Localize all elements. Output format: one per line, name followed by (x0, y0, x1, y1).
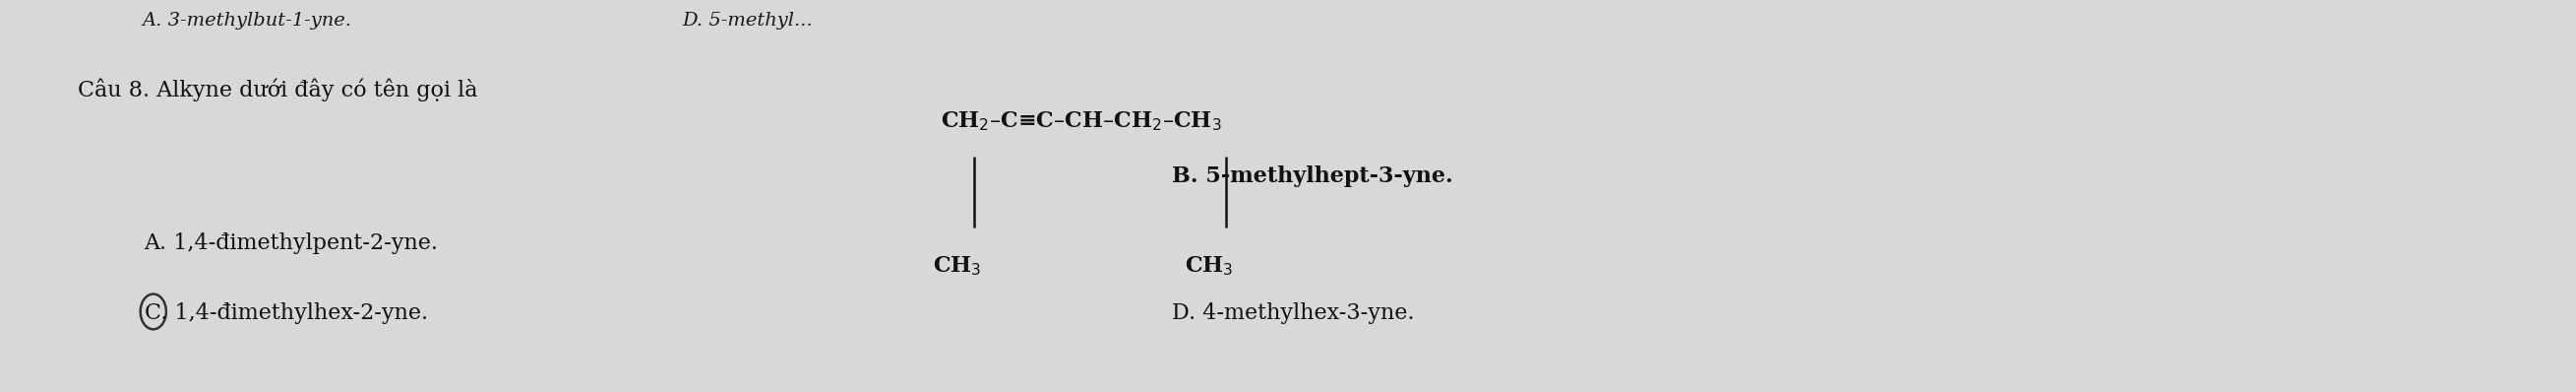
Text: D. 5-methyl...: D. 5-methyl... (683, 12, 814, 29)
Text: B. 5-methylhept-3-yne.: B. 5-methylhept-3-yne. (1172, 165, 1453, 187)
Text: D. 4-methylhex-3-yne.: D. 4-methylhex-3-yne. (1172, 303, 1414, 325)
Text: CH$_3$: CH$_3$ (933, 255, 981, 278)
Text: A. 1,4-đimethylpent-2-yne.: A. 1,4-đimethylpent-2-yne. (144, 232, 438, 254)
Text: Câu 8. Alkyne dưới đây có tên gọi là: Câu 8. Alkyne dưới đây có tên gọi là (77, 78, 477, 102)
Text: C. 1,4-đimethylhex-2-yne.: C. 1,4-đimethylhex-2-yne. (144, 303, 428, 325)
Text: CH$_2$–C≡C–CH–CH$_2$–CH$_3$: CH$_2$–C≡C–CH–CH$_2$–CH$_3$ (940, 110, 1221, 133)
Text: A. 3-methylbut-1-yne.: A. 3-methylbut-1-yne. (142, 12, 350, 29)
Text: CH$_3$: CH$_3$ (1185, 255, 1234, 278)
